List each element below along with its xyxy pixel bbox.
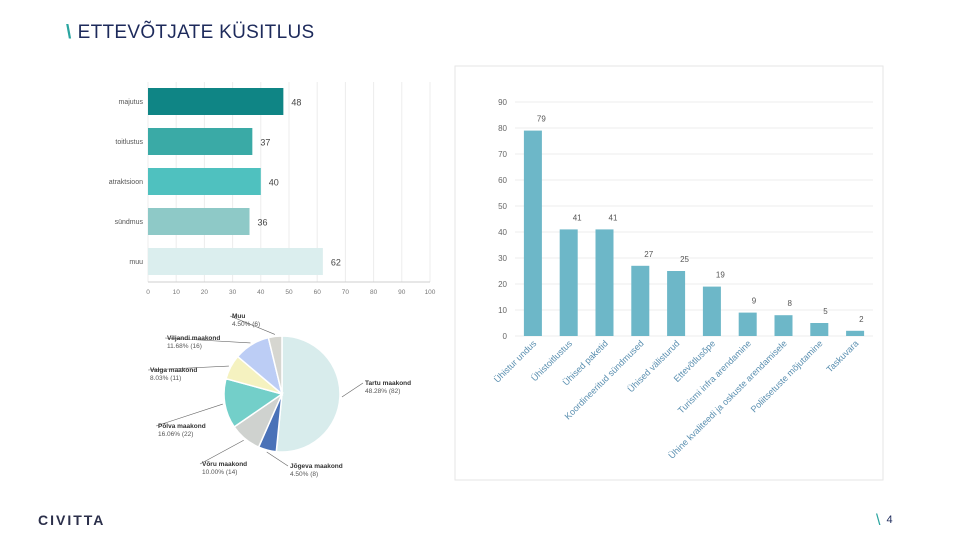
slice-label: Jõgeva maakond xyxy=(290,463,343,470)
y-tick-label: 80 xyxy=(498,124,507,133)
y-tick-label: 30 xyxy=(498,254,507,263)
y-tick-label: 40 xyxy=(498,228,507,237)
data-label: 19 xyxy=(716,271,725,280)
y-tick-label: 70 xyxy=(498,150,507,159)
data-label: 62 xyxy=(331,258,341,268)
leader-line xyxy=(199,439,244,465)
x-tick-label: 50 xyxy=(285,289,293,296)
slice-value-label: 48.28% (82) xyxy=(365,388,400,395)
bar xyxy=(148,208,250,235)
slice-label: Valga maakond xyxy=(150,367,197,374)
bar xyxy=(631,265,650,336)
x-tick-label: 90 xyxy=(398,289,406,296)
category-label: toitlustus xyxy=(115,139,143,146)
x-tick-label: 100 xyxy=(425,289,436,296)
slice-label: Põlva maakond xyxy=(158,423,206,430)
bar xyxy=(702,286,721,336)
data-label: 36 xyxy=(258,218,268,228)
bar xyxy=(148,248,323,275)
x-tick-label: 20 xyxy=(201,289,209,296)
leader-line xyxy=(164,337,251,344)
bar xyxy=(148,128,253,155)
slice-value-label: 16.06% (22) xyxy=(158,431,193,438)
data-label: 9 xyxy=(752,297,757,306)
slice-value-label: 4.50% (8) xyxy=(290,471,318,478)
y-tick-label: 60 xyxy=(498,176,507,185)
category-label: atraktsioon xyxy=(109,179,143,186)
bar xyxy=(595,229,614,336)
page-slash: \ xyxy=(876,512,881,529)
slice-label: Tartu maakond xyxy=(365,380,411,387)
leader-line xyxy=(155,403,223,427)
data-label: 41 xyxy=(609,213,618,222)
category-label: muu xyxy=(129,259,143,266)
y-tick-label: 50 xyxy=(498,202,507,211)
y-tick-label: 0 xyxy=(503,332,508,341)
leader-line xyxy=(266,451,289,467)
horizontal-bar-chart: 0 10 20 30 40 50 60 70 80 90 100 majutus 48 toitlustu… xyxy=(109,82,436,296)
bar xyxy=(667,271,686,336)
slice-value-label: 4.50% (6) xyxy=(232,321,260,328)
y-tick-label: 20 xyxy=(498,280,507,289)
category-label: sündmus xyxy=(115,219,144,226)
slice-label: Võru maakond xyxy=(202,461,247,468)
data-label: 37 xyxy=(260,138,270,148)
category-label: majutus xyxy=(118,99,143,106)
x-tick-label: 60 xyxy=(314,289,322,296)
x-tick-label: 10 xyxy=(173,289,181,296)
title-slash: \ xyxy=(66,22,72,43)
y-tick-label: 10 xyxy=(498,306,507,315)
slice-label: Muu xyxy=(232,313,245,320)
data-label: 2 xyxy=(859,315,864,324)
data-label: 41 xyxy=(573,213,582,222)
leader-line xyxy=(341,382,364,398)
page-number: \ 4 xyxy=(876,512,893,530)
x-tick-label: 30 xyxy=(229,289,237,296)
data-label: 27 xyxy=(644,250,653,259)
data-label: 5 xyxy=(823,307,828,316)
slice-value-label: 8.03% (11) xyxy=(150,375,181,382)
civitta-logo: CIVITTA xyxy=(38,512,106,528)
bar xyxy=(523,130,542,336)
bar xyxy=(810,323,829,336)
page-number-text: 4 xyxy=(886,514,893,526)
slice-value-label: 11.68% (16) xyxy=(167,343,202,350)
data-label: 8 xyxy=(788,299,793,308)
x-tick-label: 70 xyxy=(342,289,350,296)
bar xyxy=(738,312,757,336)
leader-line xyxy=(229,315,276,335)
bar xyxy=(774,315,793,336)
pie-slice xyxy=(275,335,341,453)
slice-value-label: 10.00% (14) xyxy=(202,469,237,476)
data-label: 25 xyxy=(680,255,689,264)
pie-slice xyxy=(267,335,283,395)
bar xyxy=(846,330,865,336)
x-tick-label: 80 xyxy=(370,289,378,296)
data-label: 40 xyxy=(269,178,279,188)
x-tick-label: 40 xyxy=(257,289,265,296)
x-tick-label: 0 xyxy=(146,289,150,296)
leader-line xyxy=(147,365,229,371)
slice-label: Viljandi maakond xyxy=(167,335,220,342)
data-label: 79 xyxy=(537,115,546,124)
bar xyxy=(148,168,261,195)
bar xyxy=(559,229,578,336)
bar xyxy=(148,88,284,115)
data-label: 48 xyxy=(291,98,301,108)
title-text: ETTEVÕTJATE KÜSITLUS xyxy=(77,22,315,43)
slide-title: \ ETTEVÕTJATE KÜSITLUS xyxy=(66,22,314,44)
y-tick-label: 90 xyxy=(498,98,507,107)
